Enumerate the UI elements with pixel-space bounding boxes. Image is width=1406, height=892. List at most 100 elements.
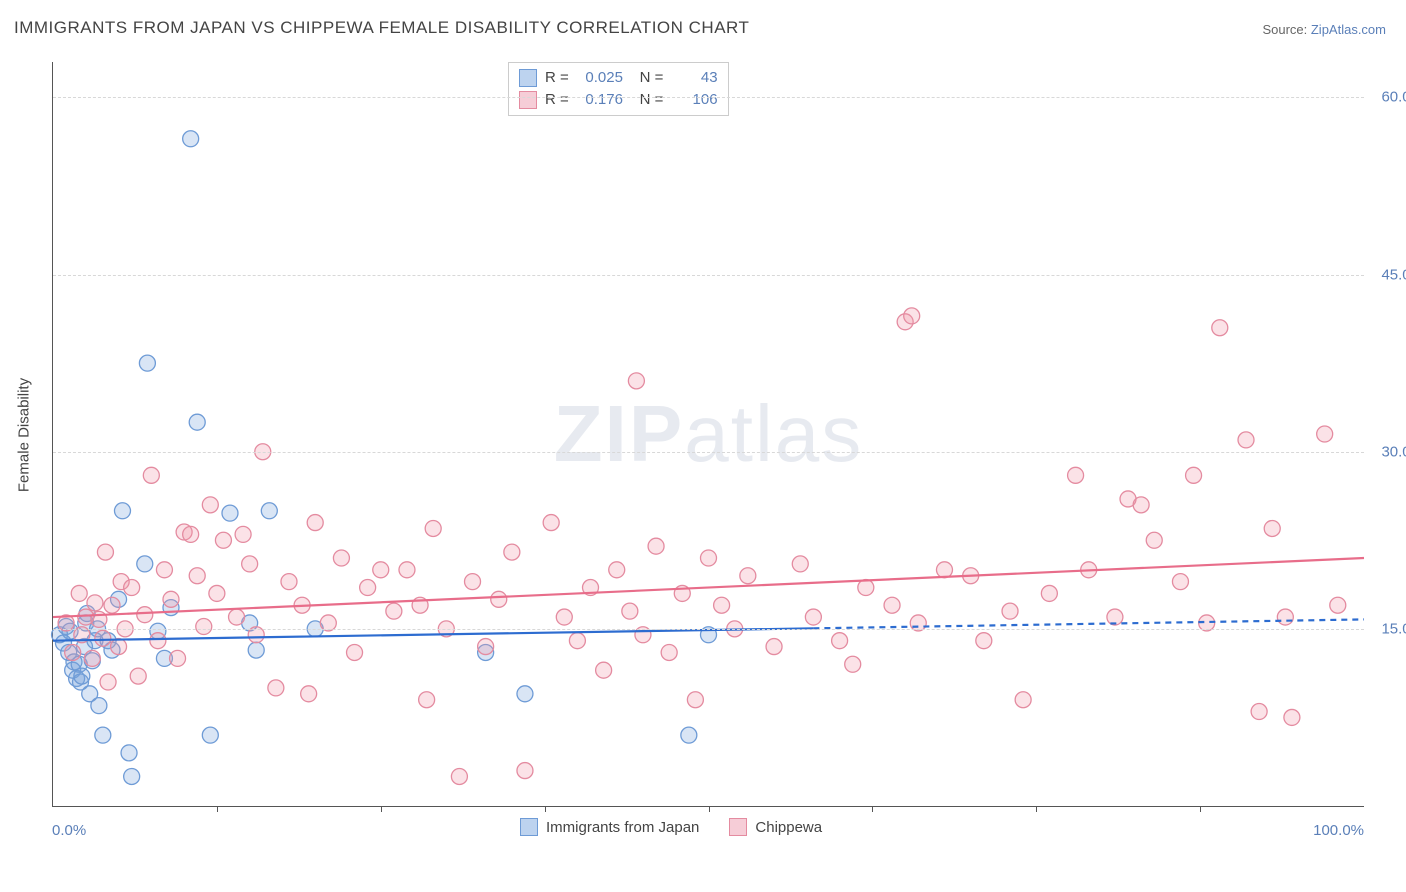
y-tick-label: 30.0%	[1369, 443, 1406, 460]
x-axis-min-label: 0.0%	[52, 822, 86, 839]
scatter-point	[121, 745, 137, 761]
scatter-point	[97, 544, 113, 560]
plot-svg	[53, 62, 1364, 806]
legend-label-1: Immigrants from Japan	[546, 819, 699, 836]
scatter-point	[202, 727, 218, 743]
scatter-point	[451, 768, 467, 784]
scatter-point	[183, 526, 199, 542]
x-axis-max-label: 100.0%	[1313, 822, 1364, 839]
scatter-point	[1212, 320, 1228, 336]
scatter-point	[156, 562, 172, 578]
scatter-point	[1186, 467, 1202, 483]
scatter-point	[681, 727, 697, 743]
scatter-point	[556, 609, 572, 625]
scatter-point	[137, 556, 153, 572]
scatter-point	[1284, 709, 1300, 725]
scatter-point	[504, 544, 520, 560]
scatter-point	[373, 562, 389, 578]
scatter-point	[622, 603, 638, 619]
scatter-point	[465, 574, 481, 590]
scatter-point	[517, 763, 533, 779]
scatter-point	[183, 131, 199, 147]
legend-item-1: Immigrants from Japan	[520, 818, 699, 836]
y-axis-title: Female Disability	[16, 378, 33, 492]
scatter-point	[248, 642, 264, 658]
scatter-point	[386, 603, 402, 619]
scatter-point	[229, 609, 245, 625]
scatter-point	[215, 532, 231, 548]
scatter-point	[170, 650, 186, 666]
scatter-point	[478, 639, 494, 655]
legend-item-2: Chippewa	[729, 818, 822, 836]
scatter-point	[71, 585, 87, 601]
scatter-point	[543, 515, 559, 531]
scatter-point	[596, 662, 612, 678]
scatter-point	[740, 568, 756, 584]
scatter-point	[609, 562, 625, 578]
scatter-point	[845, 656, 861, 672]
scatter-point	[143, 467, 159, 483]
scatter-point	[150, 633, 166, 649]
scatter-point	[104, 597, 120, 613]
scatter-point	[832, 633, 848, 649]
scatter-point	[661, 644, 677, 660]
scatter-point	[648, 538, 664, 554]
scatter-point	[714, 597, 730, 613]
scatter-point	[1330, 597, 1346, 613]
scatter-point	[95, 630, 111, 646]
legend-series: Immigrants from Japan Chippewa	[520, 818, 822, 836]
scatter-point	[628, 373, 644, 389]
scatter-point	[1068, 467, 1084, 483]
scatter-point	[1172, 574, 1188, 590]
scatter-point	[222, 505, 238, 521]
scatter-point	[124, 580, 140, 596]
scatter-point	[114, 503, 130, 519]
scatter-point	[766, 639, 782, 655]
chart-title: IMMIGRANTS FROM JAPAN VS CHIPPEWA FEMALE…	[14, 18, 749, 38]
scatter-point	[904, 308, 920, 324]
plot-area: ZIPatlas R = 0.025 N = 43 R = 0.176 N = …	[52, 62, 1364, 807]
legend-label-2: Chippewa	[755, 819, 822, 836]
scatter-point	[1238, 432, 1254, 448]
legend-swatch-b2	[729, 818, 747, 836]
scatter-point	[1264, 520, 1280, 536]
source-value: ZipAtlas.com	[1311, 22, 1386, 37]
scatter-point	[130, 668, 146, 684]
scatter-point	[111, 639, 127, 655]
scatter-point	[281, 574, 297, 590]
scatter-point	[491, 591, 507, 607]
scatter-point	[87, 595, 103, 611]
scatter-point	[209, 585, 225, 601]
scatter-point	[196, 618, 212, 634]
scatter-point	[1277, 609, 1293, 625]
scatter-point	[1002, 603, 1018, 619]
scatter-point	[189, 414, 205, 430]
scatter-point	[347, 644, 363, 660]
scatter-point	[701, 550, 717, 566]
scatter-point	[792, 556, 808, 572]
scatter-point	[360, 580, 376, 596]
scatter-point	[1251, 704, 1267, 720]
scatter-point	[84, 650, 100, 666]
scatter-point	[425, 520, 441, 536]
scatter-point	[95, 727, 111, 743]
scatter-point	[268, 680, 284, 696]
scatter-point	[687, 692, 703, 708]
legend-swatch-b1	[520, 818, 538, 836]
scatter-point	[163, 591, 179, 607]
scatter-point	[333, 550, 349, 566]
scatter-point	[242, 556, 258, 572]
scatter-point	[100, 674, 116, 690]
scatter-point	[1041, 585, 1057, 601]
scatter-point	[307, 515, 323, 531]
source-label: Source:	[1262, 22, 1310, 37]
scatter-point	[569, 633, 585, 649]
scatter-point	[189, 568, 205, 584]
scatter-point	[805, 609, 821, 625]
scatter-point	[261, 503, 277, 519]
scatter-point	[1133, 497, 1149, 513]
scatter-point	[1015, 692, 1031, 708]
scatter-point	[858, 580, 874, 596]
scatter-point	[137, 607, 153, 623]
y-tick-label: 60.0%	[1369, 89, 1406, 106]
